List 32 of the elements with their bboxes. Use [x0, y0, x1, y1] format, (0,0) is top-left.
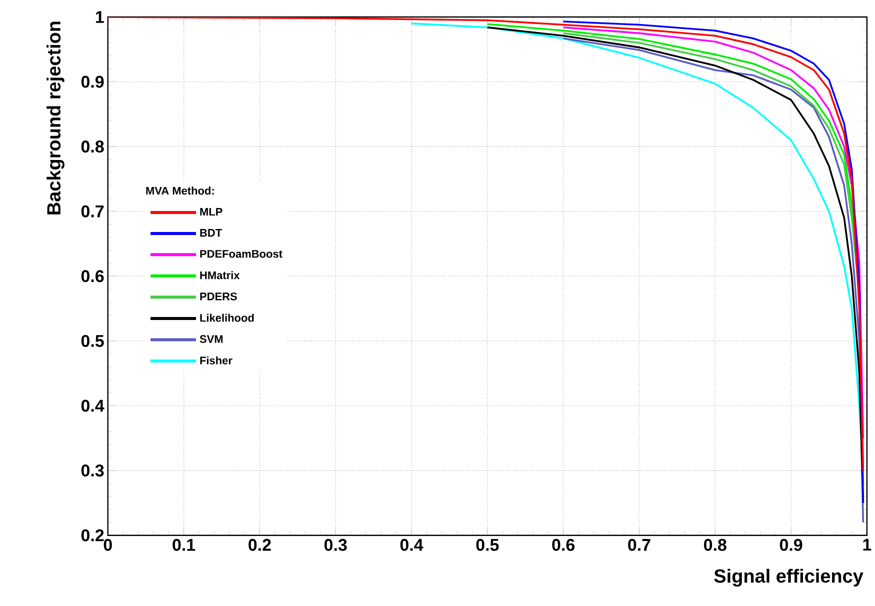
- x-tick-label: 0.6: [552, 538, 575, 551]
- x-tick-label: 0.2: [248, 538, 271, 551]
- y-tick-label: 0.5: [81, 334, 104, 347]
- y-tick-label: 1: [96, 11, 104, 23]
- legend-label: HMatrix: [200, 270, 240, 280]
- legend-title: MVA Method:: [146, 186, 214, 194]
- x-tick-label: 0.1: [172, 538, 196, 551]
- legend-label: Likelihood: [200, 314, 254, 322]
- y-axis-title: Background rejection: [46, 22, 64, 214]
- x-tick-label: 0: [104, 538, 112, 551]
- legend-label: Fisher: [200, 356, 232, 364]
- y-tick-label: 0.2: [81, 529, 104, 542]
- x-tick-label: 0.5: [476, 538, 499, 551]
- legend-label: SVM: [200, 335, 223, 343]
- x-tick-label: 0.3: [324, 538, 347, 551]
- legend-label: PDERS: [200, 292, 237, 300]
- legend-label: PDEFoamBoost: [200, 250, 282, 258]
- legend-label: MLP: [200, 208, 222, 216]
- x-tick-label: 1: [863, 538, 872, 550]
- x-tick-label: 0.4: [400, 538, 424, 551]
- y-tick-label: 0.9: [81, 76, 104, 88]
- y-tick-label: 0.6: [81, 270, 104, 282]
- y-tick-label: 0.8: [81, 140, 104, 152]
- line-series: [108, 16, 864, 472]
- x-tick-label: 0.9: [780, 538, 802, 551]
- x-axis-title: Signal efficiency: [714, 568, 864, 586]
- y-tick-label: 0.3: [81, 464, 104, 476]
- y-tick-label: 0.7: [81, 205, 104, 218]
- x-tick-label: 0.7: [628, 538, 650, 551]
- legend-label: BDT: [200, 228, 222, 236]
- y-tick-label: 0.4: [81, 400, 104, 412]
- x-tick-label: 0.8: [704, 538, 726, 551]
